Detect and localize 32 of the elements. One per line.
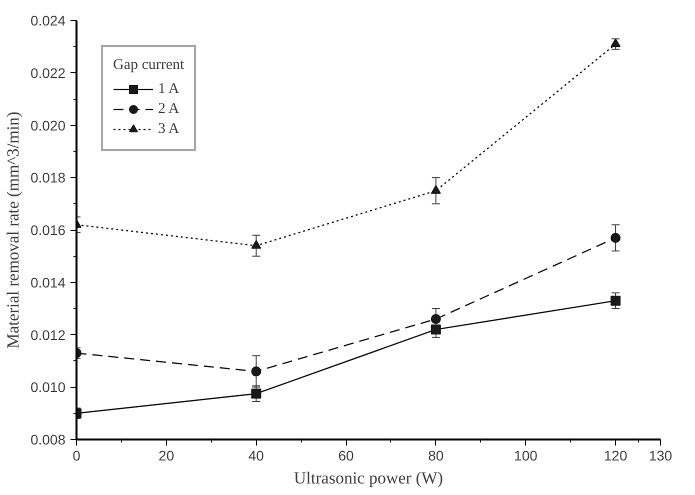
point: [430, 314, 441, 324]
x-tick-label: 120: [604, 448, 628, 464]
y-tick-label: 0.024: [30, 12, 66, 28]
point: [251, 366, 262, 376]
x-tick-label: 0: [72, 448, 81, 464]
y-tick-label: 0.020: [30, 117, 66, 134]
x-tick-label: 60: [338, 448, 354, 464]
legend-label: 2 A: [158, 100, 180, 118]
y-tick-label: 0.018: [30, 170, 66, 186]
point: [251, 240, 262, 249]
point: [610, 232, 621, 243]
point: [610, 38, 621, 48]
point: [430, 185, 441, 194]
x-tick-label: 40: [248, 448, 264, 464]
y-tick-label: 0.010: [30, 379, 66, 396]
legend-label: 3 A: [158, 120, 180, 138]
y-tick-label: 0.016: [30, 222, 66, 238]
x-axis-title: Ultrasonic power (W): [294, 468, 444, 488]
y-tick-label: 0.014: [30, 274, 66, 290]
legend-label: 1 A: [158, 80, 180, 98]
x-tick-label: 130: [648, 448, 672, 464]
y-tick-label: 0.012: [30, 326, 66, 343]
x-tick-label: 20: [158, 448, 174, 464]
point: [251, 388, 262, 399]
x-tick-label: 80: [428, 448, 444, 464]
x-tick-label: 100: [514, 448, 538, 464]
y-axis-title: Material removal rate (mm^3/min): [3, 112, 22, 348]
point: [610, 296, 621, 306]
y-tick-label: 0.008: [30, 432, 66, 448]
legend-title: Gap current: [113, 57, 184, 74]
y-tick-label: 0.022: [30, 64, 66, 81]
point: [430, 324, 441, 335]
